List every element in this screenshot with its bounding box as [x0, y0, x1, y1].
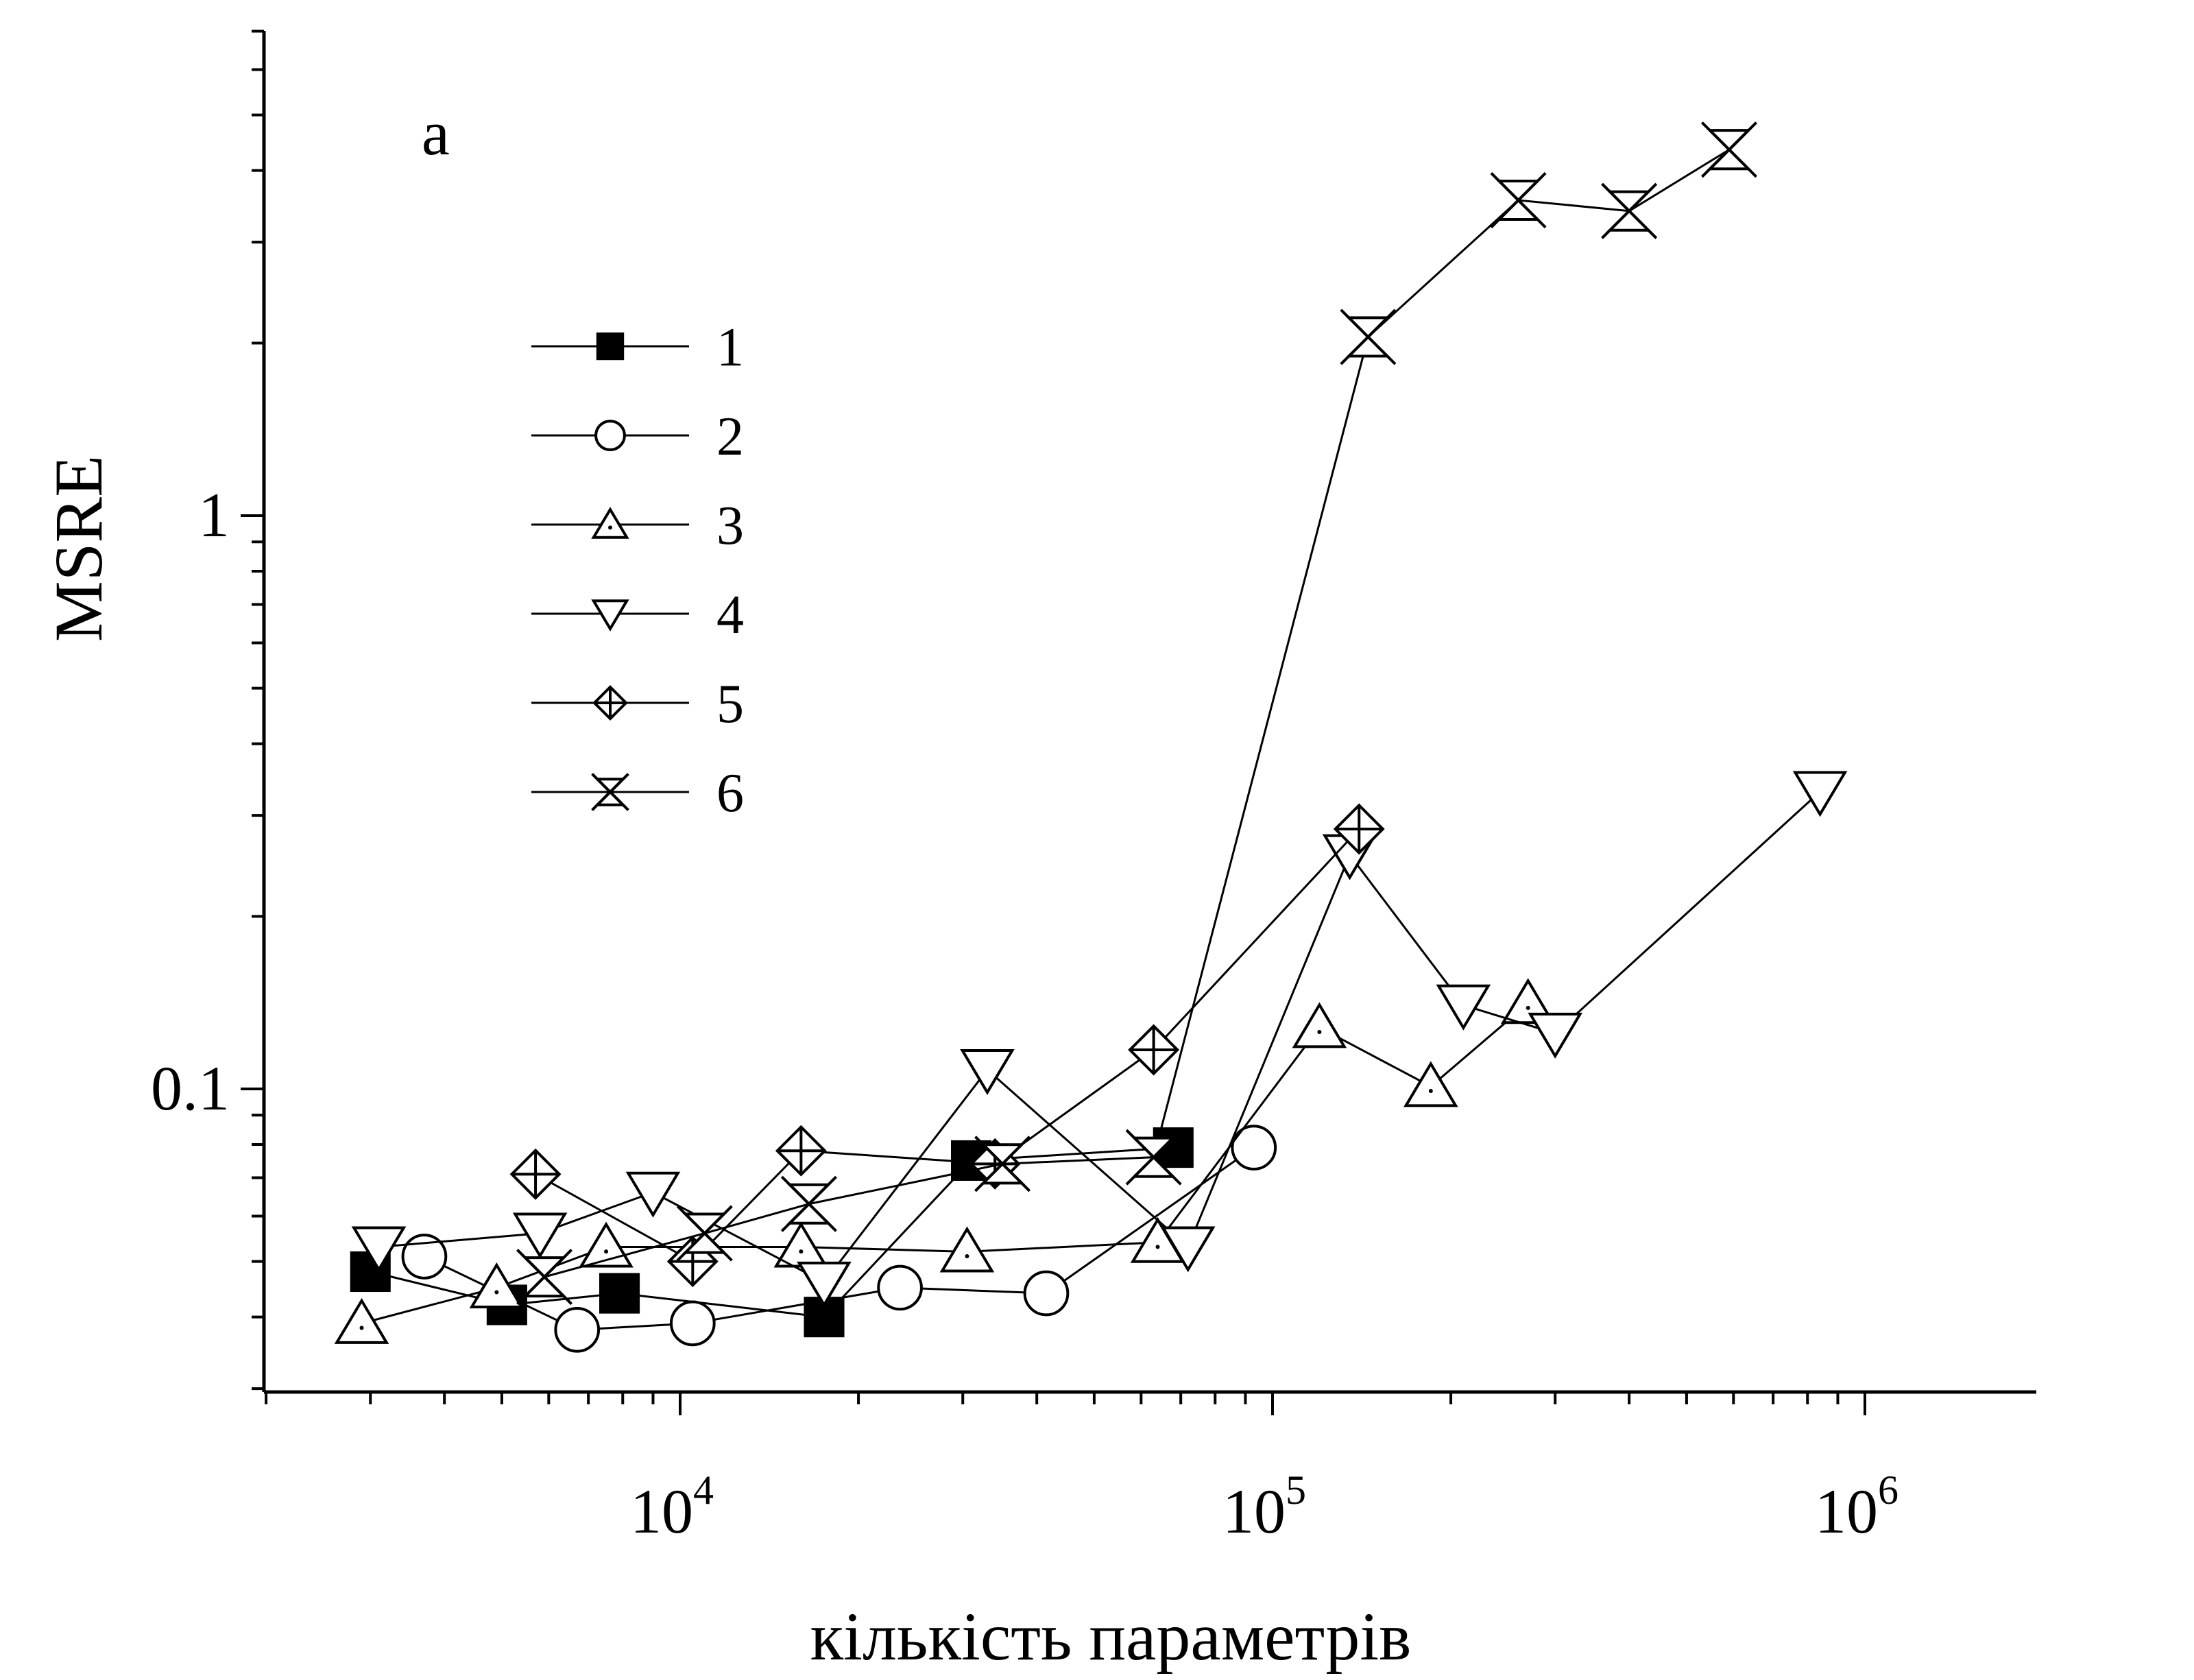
data-point [1403, 1061, 1458, 1107]
marker-x-2 [1125, 1129, 1182, 1186]
legend-label: 2 [716, 407, 744, 467]
data-point [1023, 1270, 1070, 1317]
legend-marker [591, 773, 629, 811]
data-point [509, 1148, 562, 1200]
data-point [1500, 978, 1556, 1024]
data-point [775, 1125, 827, 1177]
marker-dot [494, 1290, 499, 1295]
data-point [669, 1300, 716, 1347]
series-line [424, 1147, 1255, 1331]
data-point [1601, 182, 1658, 239]
marker-dot [1428, 1088, 1433, 1093]
data-point [1490, 171, 1547, 229]
data-point [676, 1205, 733, 1262]
series-4 [351, 771, 1848, 1308]
legend-marker [591, 507, 629, 539]
y-tick-label: 0.1 [151, 1053, 230, 1123]
series-line [535, 828, 1360, 1263]
marker-x-2 [591, 773, 629, 811]
data-point [780, 1175, 837, 1232]
data-point [877, 1264, 923, 1311]
legend-marker [591, 599, 629, 632]
data-point [797, 1261, 852, 1308]
legend-marker [592, 685, 628, 721]
data-point [516, 1249, 573, 1306]
marker-dot [1317, 1029, 1322, 1034]
marker-dot [965, 1254, 969, 1259]
x-tick-label: 104 [630, 1467, 714, 1546]
legend-marker [594, 420, 626, 451]
legend-item-3: 3 [531, 496, 744, 556]
marker-shape [469, 1262, 525, 1308]
marker-x-2 [780, 1175, 837, 1232]
series-line [378, 791, 1821, 1284]
legend: 1 2 3 4 5 6 [531, 317, 744, 824]
x-tick-label: 105 [1222, 1467, 1306, 1546]
legend-item-4: 4 [531, 585, 744, 645]
marker-x-2 [1601, 182, 1658, 239]
data-point [512, 1212, 568, 1259]
data-point [1792, 771, 1848, 817]
data-point [1231, 1125, 1277, 1171]
legend-label: 5 [716, 674, 744, 734]
marker-x-2 [1701, 121, 1758, 178]
marker-x-2 [516, 1249, 573, 1306]
marker-x-2 [1490, 171, 1547, 229]
marker-x-2 [1340, 309, 1397, 365]
marker-dot [608, 525, 612, 530]
data-point [401, 1234, 448, 1280]
marker-shape [1500, 978, 1556, 1024]
data-point [939, 1226, 995, 1273]
data-point [1128, 1024, 1180, 1076]
x-axis-title: кількість параметрів [810, 1598, 1412, 1675]
legend-label: 4 [716, 585, 744, 645]
legend-label: 1 [716, 317, 744, 378]
data-point [1436, 984, 1491, 1031]
data-point [1292, 1002, 1347, 1048]
marker-dot [604, 1249, 609, 1254]
legend-label: 3 [716, 496, 744, 556]
legend-item-5: 5 [531, 674, 744, 734]
x-tick-label: 106 [1815, 1467, 1898, 1546]
legend-item-6: 6 [531, 763, 744, 824]
marker-dot [359, 1325, 364, 1330]
data-point [1701, 121, 1758, 178]
series-layer [334, 121, 1848, 1353]
marker-dot [799, 1249, 804, 1254]
marker-shape [591, 507, 629, 539]
series-2 [401, 1125, 1277, 1353]
data-point [1160, 1226, 1216, 1273]
series-6 [516, 121, 1758, 1306]
marker-x-2 [676, 1205, 733, 1262]
marker-shape [1292, 1002, 1347, 1048]
data-point [351, 1226, 407, 1273]
data-point [334, 1297, 389, 1344]
data-point [554, 1306, 601, 1353]
data-point [960, 1049, 1015, 1095]
data-point [625, 1171, 681, 1218]
marker-dot [1526, 1005, 1530, 1010]
y-tick-label: 1 [198, 480, 230, 550]
marker-x-2 [974, 1136, 1031, 1192]
legend-item-1: 1 [531, 317, 744, 378]
data-point [469, 1262, 525, 1308]
marker-shape [939, 1226, 995, 1273]
data-point [599, 1273, 640, 1314]
marker-shape [1403, 1061, 1458, 1107]
data-point [1528, 1012, 1583, 1059]
axes: 104 105 106 0.1 1 [151, 29, 2036, 1546]
legend-item-2: 2 [531, 407, 744, 467]
y-axis-title: MSRE [40, 455, 117, 642]
series-5 [509, 803, 1385, 1288]
legend-marker [596, 332, 625, 361]
marker-dot [1155, 1245, 1160, 1249]
marker-shape [334, 1297, 389, 1344]
data-point [1340, 309, 1397, 365]
panel-label: a [422, 98, 450, 168]
data-point [1333, 803, 1385, 855]
legend-label: 6 [716, 763, 744, 824]
data-point [1125, 1129, 1182, 1186]
data-point [974, 1136, 1031, 1192]
